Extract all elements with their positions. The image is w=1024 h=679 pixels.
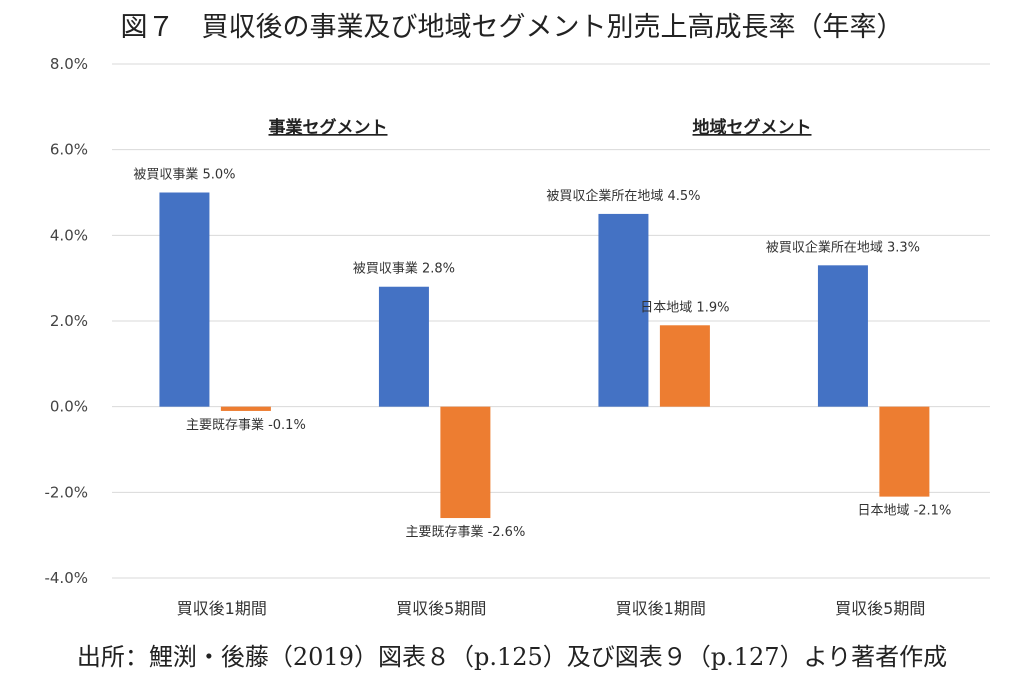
data-label: 被買収企業所在地域 4.5%	[546, 188, 700, 204]
bar-orange	[659, 325, 710, 407]
y-tick-label: 0.0%	[50, 398, 88, 416]
data-label: 被買収企業所在地域 3.3%	[766, 239, 920, 255]
data-label: 日本地域 1.9%	[640, 300, 729, 315]
x-category-label: 買収後5期間	[835, 599, 925, 618]
bar-orange	[220, 406, 271, 411]
chart-title: 図７ 買収後の事業及び地域セグメント別売上高成長率（年率）	[121, 12, 904, 43]
y-tick-label: 2.0%	[50, 312, 88, 330]
bar-blue	[378, 286, 429, 407]
bar-blue	[598, 213, 649, 407]
x-category-label: 買収後1期間	[177, 599, 267, 618]
x-category-label: 買収後1期間	[616, 599, 706, 618]
data-label: 被買収事業 2.8%	[353, 261, 455, 277]
data-label: 主要既存事業 -2.6%	[405, 524, 525, 540]
y-tick-label: 6.0%	[50, 141, 88, 159]
segment-header-region: 地域セグメント	[693, 117, 812, 138]
data-label: 日本地域 -2.1%	[857, 504, 951, 519]
data-label: 主要既存事業 -0.1%	[186, 417, 306, 433]
bar-blue	[817, 265, 868, 407]
source-note: 出所：鯉渕・後藤（2019）図表８（p.125）及び図表９（p.127）より著者…	[77, 643, 947, 671]
data-labels: 被買収事業 5.0% 主要既存事業 -0.1% 被買収事業 2.8% 主要既存事業 -…	[133, 167, 951, 541]
y-axis-ticks: 8.0% 6.0% 4.0% 2.0% 0.0% -2.0% -4.0%	[44, 55, 88, 587]
bar-blue	[159, 192, 210, 407]
x-category-label: 買収後5期間	[396, 599, 486, 618]
x-axis-categories: 買収後1期間 買収後5期間 買収後1期間 買収後5期間	[177, 599, 926, 618]
bar-orange	[879, 406, 930, 497]
segment-header-business: 事業セグメント	[269, 117, 388, 138]
y-tick-label: -4.0%	[44, 569, 88, 587]
bars	[159, 192, 930, 519]
data-label: 被買収事業 5.0%	[133, 167, 235, 183]
y-tick-label: -2.0%	[44, 483, 88, 501]
y-tick-label: 8.0%	[50, 55, 88, 73]
bar-orange	[440, 406, 491, 519]
y-tick-label: 4.0%	[50, 226, 88, 244]
